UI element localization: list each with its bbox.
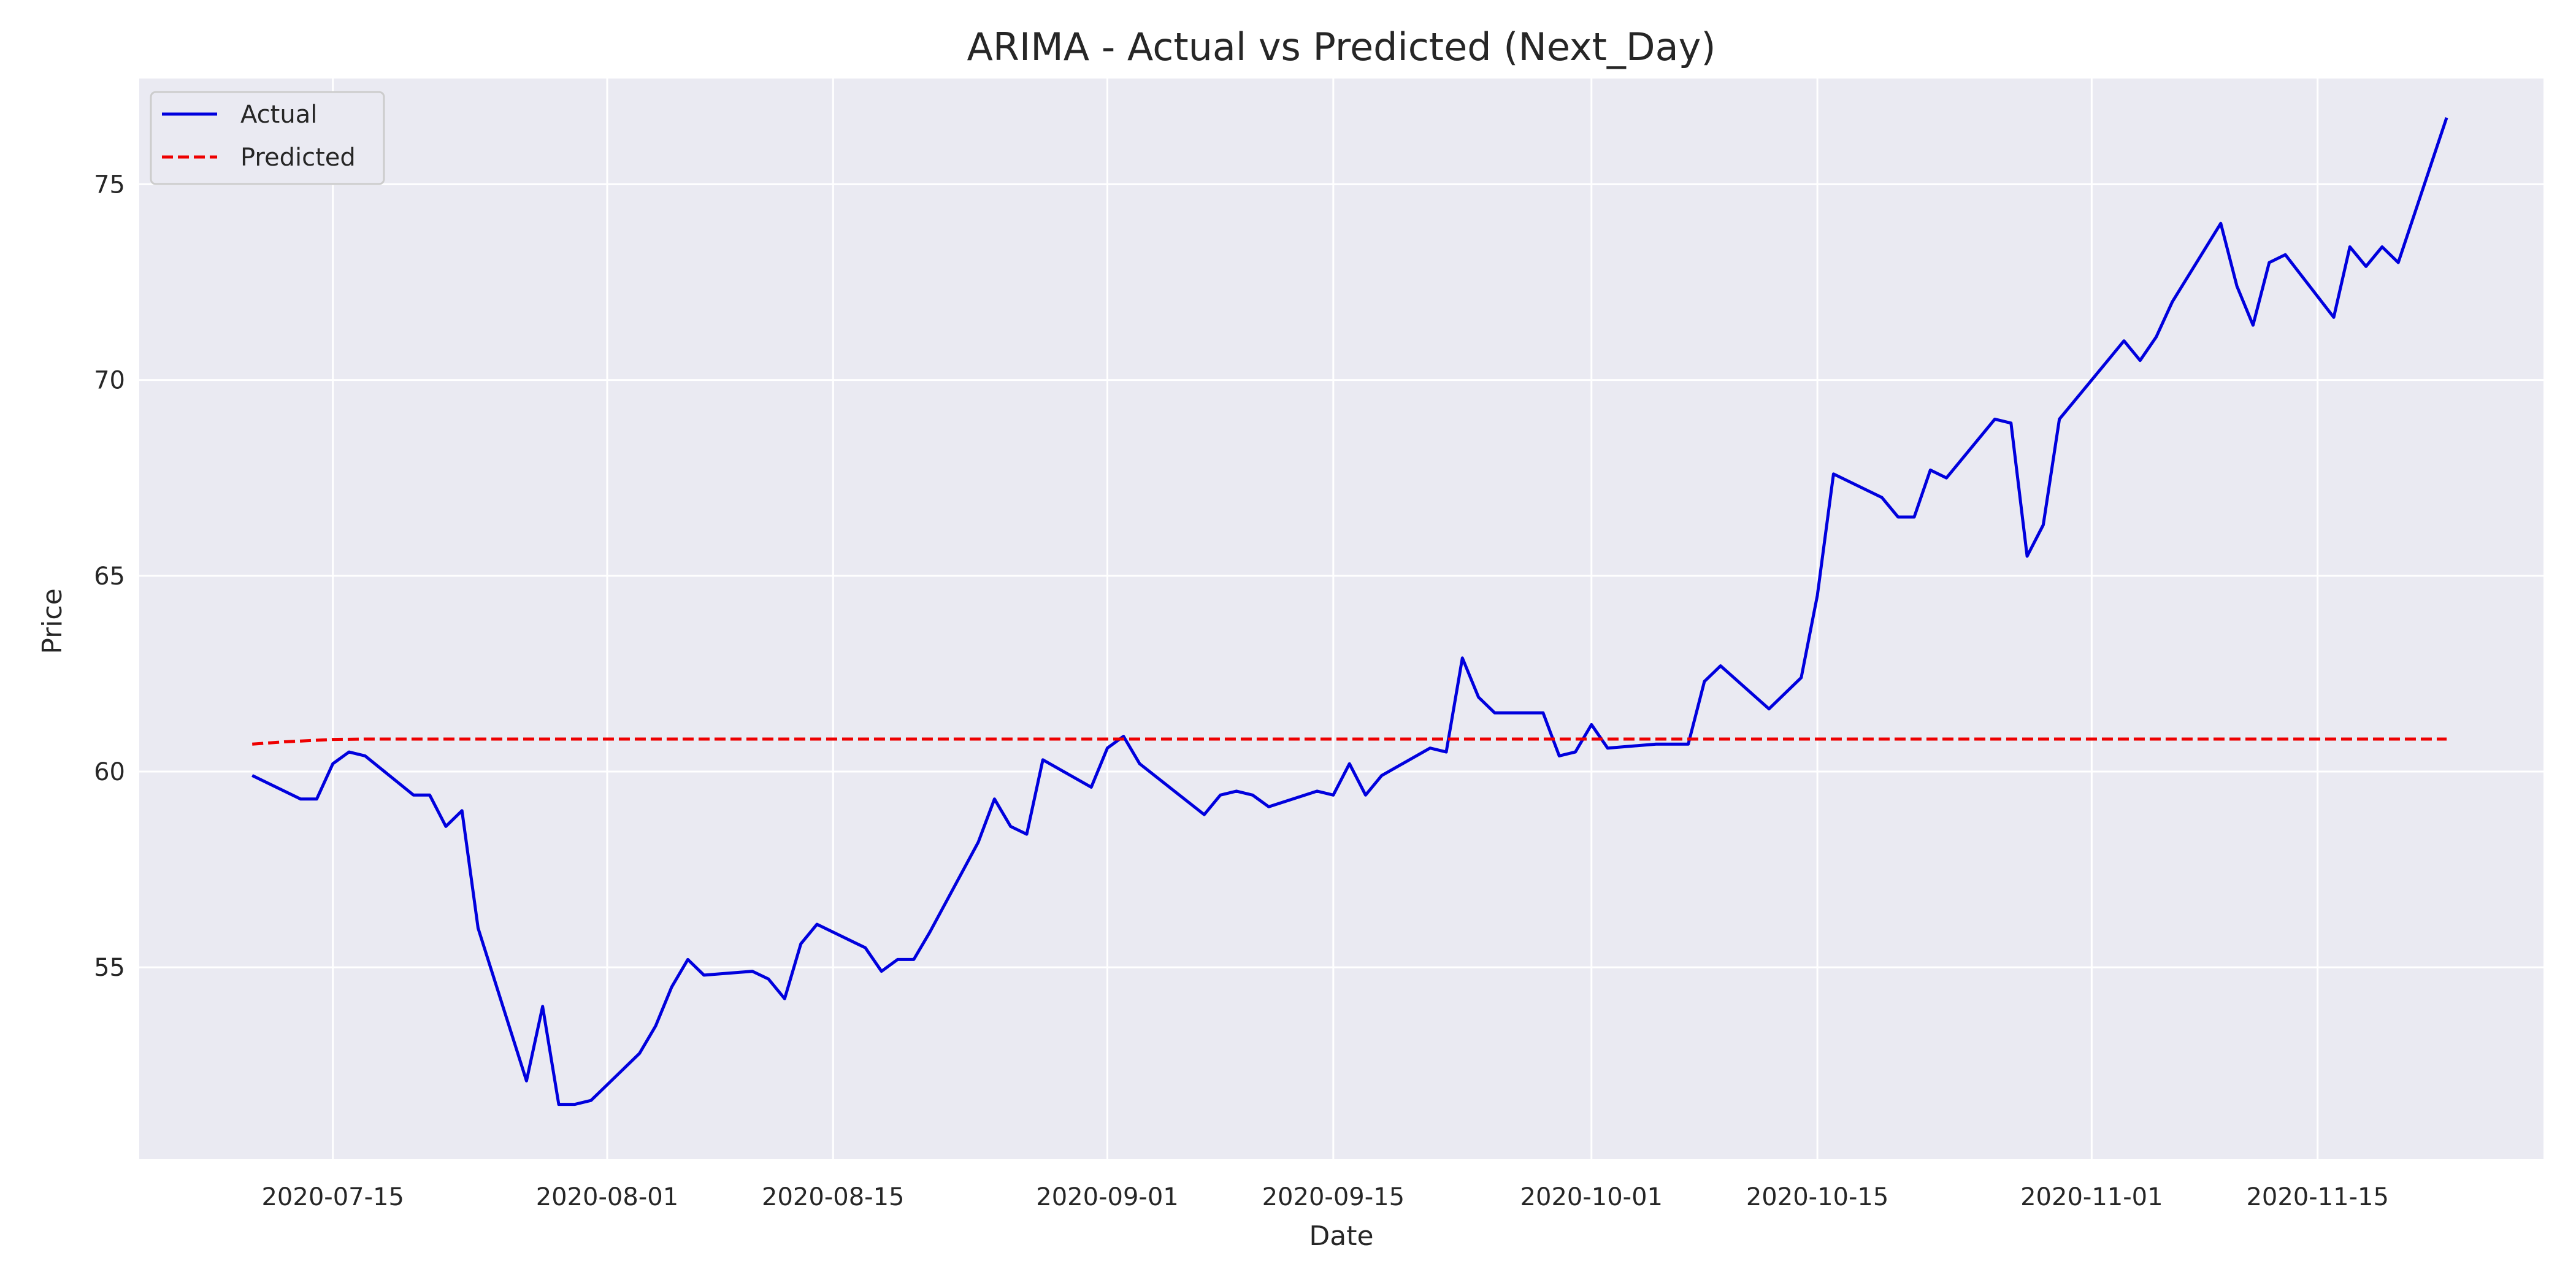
plot-area (139, 79, 2543, 1159)
x-tick-label: 2020-11-01 (2020, 1183, 2163, 1211)
y-tick-label: 65 (94, 562, 125, 591)
series-line-actual (251, 117, 2448, 1106)
x-tick-label: 2020-09-15 (1262, 1183, 1405, 1211)
y-tick-label: 70 (94, 367, 125, 395)
chart-title: ARIMA - Actual vs Predicted (Next_Day) (967, 25, 1715, 69)
x-tick-label: 2020-10-01 (1520, 1183, 1663, 1211)
x-tick-label: 2020-08-01 (536, 1183, 678, 1211)
y-tick-label: 55 (94, 954, 125, 982)
y-axis-title: Price (37, 588, 68, 654)
series-lines (251, 117, 2448, 1106)
x-tick-label: 2020-11-15 (2246, 1183, 2388, 1211)
x-axis-ticks: 2020-07-15 2020-08-01 2020-08-15 2020-09-01… (261, 1183, 2388, 1211)
legend-predicted-label: Predicted (240, 144, 356, 172)
y-axis-ticks: 55 60 65 70 75 (94, 171, 125, 982)
y-tick-label: 75 (94, 171, 125, 199)
x-axis-title: Date (1309, 1221, 1373, 1252)
x-tick-label: 2020-10-15 (1746, 1183, 1888, 1211)
x-tick-label: 2020-09-01 (1036, 1183, 1178, 1211)
y-tick-label: 60 (94, 758, 125, 786)
grid-lines (139, 79, 2543, 1159)
x-tick-label: 2020-08-15 (762, 1183, 904, 1211)
legend-actual-label: Actual (240, 101, 317, 129)
x-tick-label: 2020-07-15 (261, 1183, 404, 1211)
series-line-predicted (252, 737, 2447, 746)
legend: Actual Predicted (150, 91, 385, 185)
